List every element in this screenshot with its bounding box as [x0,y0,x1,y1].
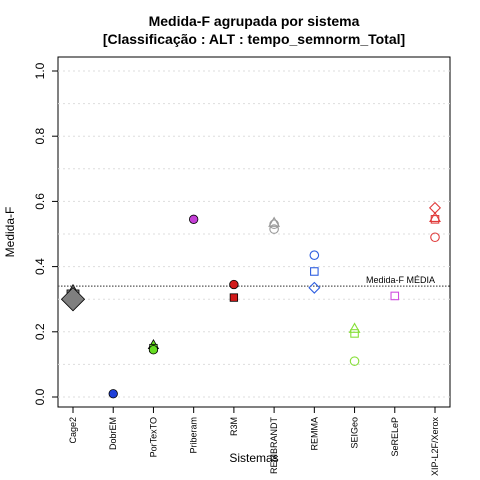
data-point [269,219,279,230]
y-tick-label: 0.0 [33,388,47,405]
data-point [349,356,360,366]
data-point [308,281,321,294]
data-point [309,250,320,260]
data-point [148,345,159,355]
plot-frame [57,56,451,408]
x-tick-label: XIP-L2F/Xerox [430,417,440,477]
data-point [60,287,86,312]
data-point [229,293,239,302]
data-point [108,389,118,399]
y-tick-label: 0.6 [33,193,47,210]
x-tick-label: Priberam [189,417,199,454]
data-point [189,214,199,224]
y-tick-label: 0.4 [33,258,47,275]
reference-line-label: Medida-F MÉDIA [366,275,435,285]
data-point [430,215,440,224]
x-tick-label: SeRELeP [390,417,400,457]
data-point [350,329,359,338]
data-point [348,322,361,333]
grid-layer [58,70,450,398]
x-tick-label: REMBRANDT [269,417,279,475]
x-axis-label: Sistemas [229,451,278,465]
data-point [268,216,281,227]
x-tick-label: R3M [229,417,239,436]
y-tick-label: 0.2 [33,323,47,340]
y-axis-label: Medida-F [3,207,17,258]
chart-subtitle: [Classificação : ALT : tempo_semnorm_Tot… [103,31,405,47]
x-tick-label: PorTexTO [148,417,158,457]
data-point [429,211,441,222]
axis-layer: 0.0 0.2 0.4 0.6 0.8 1.0 Cage2 DobrEM PorTexTO Pri… [33,62,440,476]
x-tick-label: SEIGeo [350,417,360,449]
y-tick-label: 1.0 [33,62,47,79]
x-tick-label: Cage2 [68,417,78,444]
data-point [269,224,279,234]
y-tick-label: 0.8 [33,128,47,145]
reference-layer: Medida-F MÉDIA [58,275,450,287]
x-tick-label: DobrEM [108,417,118,450]
points-layer [60,201,442,399]
data-point [229,279,239,290]
data-point [430,232,440,243]
chart-title: Medida-F agrupada por sistema [149,13,360,29]
data-point [390,291,400,301]
x-tick-label: REMMA [309,417,319,451]
data-point [310,267,319,276]
